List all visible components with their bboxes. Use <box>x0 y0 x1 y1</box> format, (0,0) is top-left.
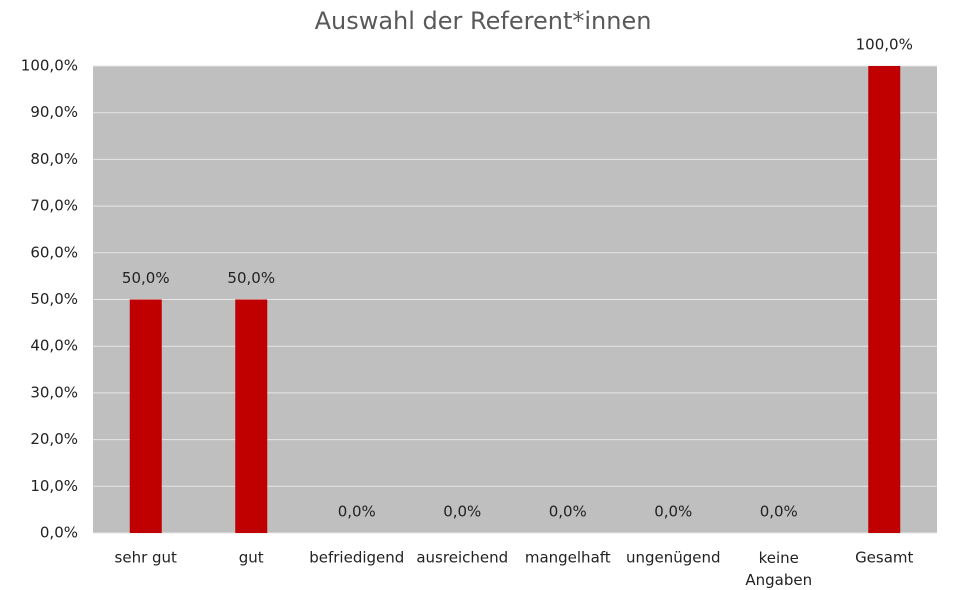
y-tick-label: 70,0% <box>30 197 78 215</box>
y-tick-label: 0,0% <box>40 524 78 542</box>
data-label: 100,0% <box>856 36 913 54</box>
data-label: 50,0% <box>122 269 170 287</box>
data-label: 0,0% <box>549 503 587 521</box>
y-tick-label: 60,0% <box>30 243 78 261</box>
y-tick-label: 20,0% <box>30 430 78 448</box>
y-tick-label: 30,0% <box>30 383 78 401</box>
y-tick-label: 50,0% <box>30 290 78 308</box>
y-tick-label: 90,0% <box>30 103 78 121</box>
y-tick-label: 100,0% <box>21 57 78 75</box>
data-label: 0,0% <box>654 503 692 521</box>
data-label: 0,0% <box>338 503 376 521</box>
bar <box>868 66 901 533</box>
chart-title: Auswahl der Referent*innen <box>315 7 652 35</box>
y-tick-label: 40,0% <box>30 337 78 355</box>
bar <box>129 299 162 533</box>
data-label: 0,0% <box>443 503 481 521</box>
data-label: 0,0% <box>760 503 798 521</box>
x-tick-label: keine Angaben <box>745 549 812 589</box>
x-tick-label: mangelhaft <box>525 549 611 567</box>
x-tick-label: Gesamt <box>855 549 913 567</box>
y-tick-label: 80,0% <box>30 150 78 168</box>
data-label: 50,0% <box>227 269 275 287</box>
x-tick-label: ungenügend <box>626 549 721 567</box>
bar <box>235 299 268 533</box>
x-tick-label: sehr gut <box>115 549 178 567</box>
x-tick-label: befriedigend <box>309 549 404 567</box>
x-tick-label: gut <box>239 549 264 567</box>
y-tick-label: 10,0% <box>30 477 78 495</box>
x-tick-label: ausreichend <box>416 549 508 567</box>
